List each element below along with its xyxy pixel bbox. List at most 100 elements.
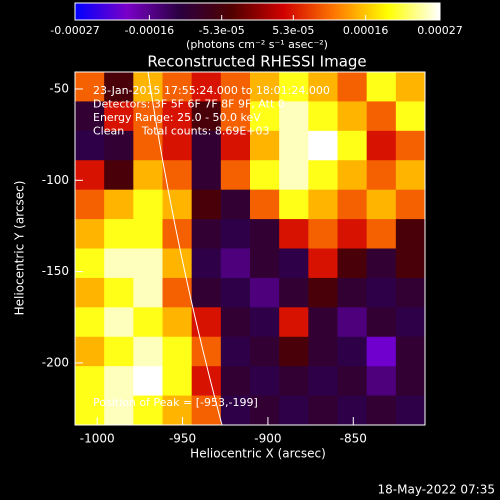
heatmap-cell — [162, 307, 193, 338]
colorbar-tick-label: 0.00016 — [343, 24, 389, 37]
heatmap-cell — [366, 101, 397, 132]
heatmap-cell — [337, 277, 368, 308]
annotation: Detectors: 3F 5F 6F 7F 8F 9F, Att 0 — [93, 98, 285, 111]
heatmap-cell — [75, 219, 105, 249]
heatmap-cell — [337, 336, 368, 367]
heatmap-cell — [104, 336, 134, 367]
x-tick-label: -900 — [254, 432, 281, 446]
plot-frame — [74, 71, 426, 426]
heatmap-cell — [220, 277, 251, 308]
heatmap-cell — [337, 160, 368, 191]
colorbar-tick-label: -5.3e-05 — [199, 24, 245, 37]
heatmap-cell — [75, 130, 105, 161]
heatmap-cell — [133, 336, 163, 367]
heatmap-cell — [162, 72, 193, 102]
heatmap-cell — [395, 219, 426, 249]
heatmap-cell — [162, 189, 193, 220]
heatmap-cell — [366, 219, 397, 249]
heatmap-cell — [366, 130, 397, 161]
heatmap-cell — [191, 101, 222, 132]
heatmap-cell — [250, 336, 280, 367]
heatmap-cell — [220, 307, 251, 338]
heatmap-cell — [162, 395, 193, 426]
heatmap-cell — [75, 366, 105, 397]
heatmap-cell — [308, 395, 338, 426]
y-tick-label: -200 — [42, 355, 69, 369]
heatmap-cell — [162, 248, 193, 279]
heatmap-cell — [162, 277, 193, 308]
heatmap-cell — [75, 101, 105, 132]
heatmap-cell — [191, 189, 222, 220]
colorbar-label: (photons cm⁻² s⁻¹ asec⁻²) — [186, 38, 328, 51]
heatmap-cell — [337, 130, 368, 161]
heatmap-cell — [308, 366, 338, 397]
heatmap-cell — [75, 160, 105, 191]
heatmap-cell — [366, 189, 397, 220]
heatmap-cell — [337, 219, 368, 249]
heatmap-cell — [104, 160, 134, 191]
heatmap-cell — [133, 366, 163, 397]
heatmap-cell — [250, 395, 280, 426]
heatmap-cell — [279, 277, 309, 308]
heatmap-cell — [250, 248, 280, 279]
heatmap-cell — [395, 366, 426, 397]
heatmap-cell — [308, 219, 338, 249]
heatmap-cell — [279, 101, 309, 132]
heatmap-cell — [220, 248, 251, 279]
x-tick-label: -950 — [169, 432, 196, 446]
heatmap-cell — [250, 72, 280, 102]
heatmap-cell — [191, 336, 222, 367]
heatmap-cell — [133, 277, 163, 308]
heatmap-cell — [220, 160, 251, 191]
heatmap-cell — [250, 219, 280, 249]
heatmap-cell — [191, 248, 222, 279]
heatmap-cell — [395, 160, 426, 191]
heatmap-cell — [75, 395, 105, 426]
heatmap-cell — [250, 277, 280, 308]
heatmap-cell — [337, 395, 368, 426]
heatmap-cell — [279, 72, 309, 102]
heatmap-cell — [104, 395, 134, 426]
heatmap-cell — [279, 219, 309, 249]
heatmap-cell — [75, 307, 105, 338]
heatmap-cell — [133, 101, 163, 132]
annotation: Clean Total counts: 8.69E+03 — [93, 125, 270, 138]
heatmap-cell — [104, 366, 134, 397]
heatmap-cell — [162, 336, 193, 367]
heatmap-cell — [279, 366, 309, 397]
heatmap-cell — [250, 130, 280, 161]
heatmap-cell — [133, 219, 163, 249]
heatmap-cell — [366, 277, 397, 308]
heatmap-cell — [104, 130, 134, 161]
heatmap-cell — [337, 189, 368, 220]
x-tick-label: -1000 — [80, 432, 115, 446]
colorbar-tick-label: -0.00027 — [50, 24, 99, 37]
y-tick-label: -50 — [49, 81, 69, 95]
heatmap-cell — [395, 336, 426, 367]
heatmap-cell — [191, 160, 222, 191]
heatmap-cell — [279, 336, 309, 367]
heatmap-cell — [250, 160, 280, 191]
heatmap-cell — [279, 307, 309, 338]
heatmap-cell — [395, 277, 426, 308]
heatmap-cell — [366, 248, 397, 279]
heatmap-cell — [75, 277, 105, 308]
heatmap-cell — [366, 160, 397, 191]
heatmap-cell — [220, 395, 251, 426]
heatmap-cell — [279, 395, 309, 426]
solar-limb — [147, 71, 223, 426]
annotation: Energy Range: 25.0 - 50.0 keV — [93, 111, 261, 124]
chart-title: Reconstructed RHESSI Image — [147, 53, 366, 71]
x-tick-label: -850 — [340, 432, 367, 446]
heatmap-cell — [337, 307, 368, 338]
heatmap-cell — [279, 130, 309, 161]
peak-label: Position of Peak = [-953,-199] — [93, 396, 258, 409]
heatmap-cell — [162, 130, 193, 161]
heatmap-cell — [308, 189, 338, 220]
y-axis-label: Heliocentric Y (arcsec) — [13, 181, 27, 316]
heatmap-cell — [337, 248, 368, 279]
heatmap-cell — [133, 72, 163, 102]
x-axis-label: Heliocentric X (arcsec) — [190, 447, 326, 461]
y-tick-label: -150 — [42, 264, 69, 278]
